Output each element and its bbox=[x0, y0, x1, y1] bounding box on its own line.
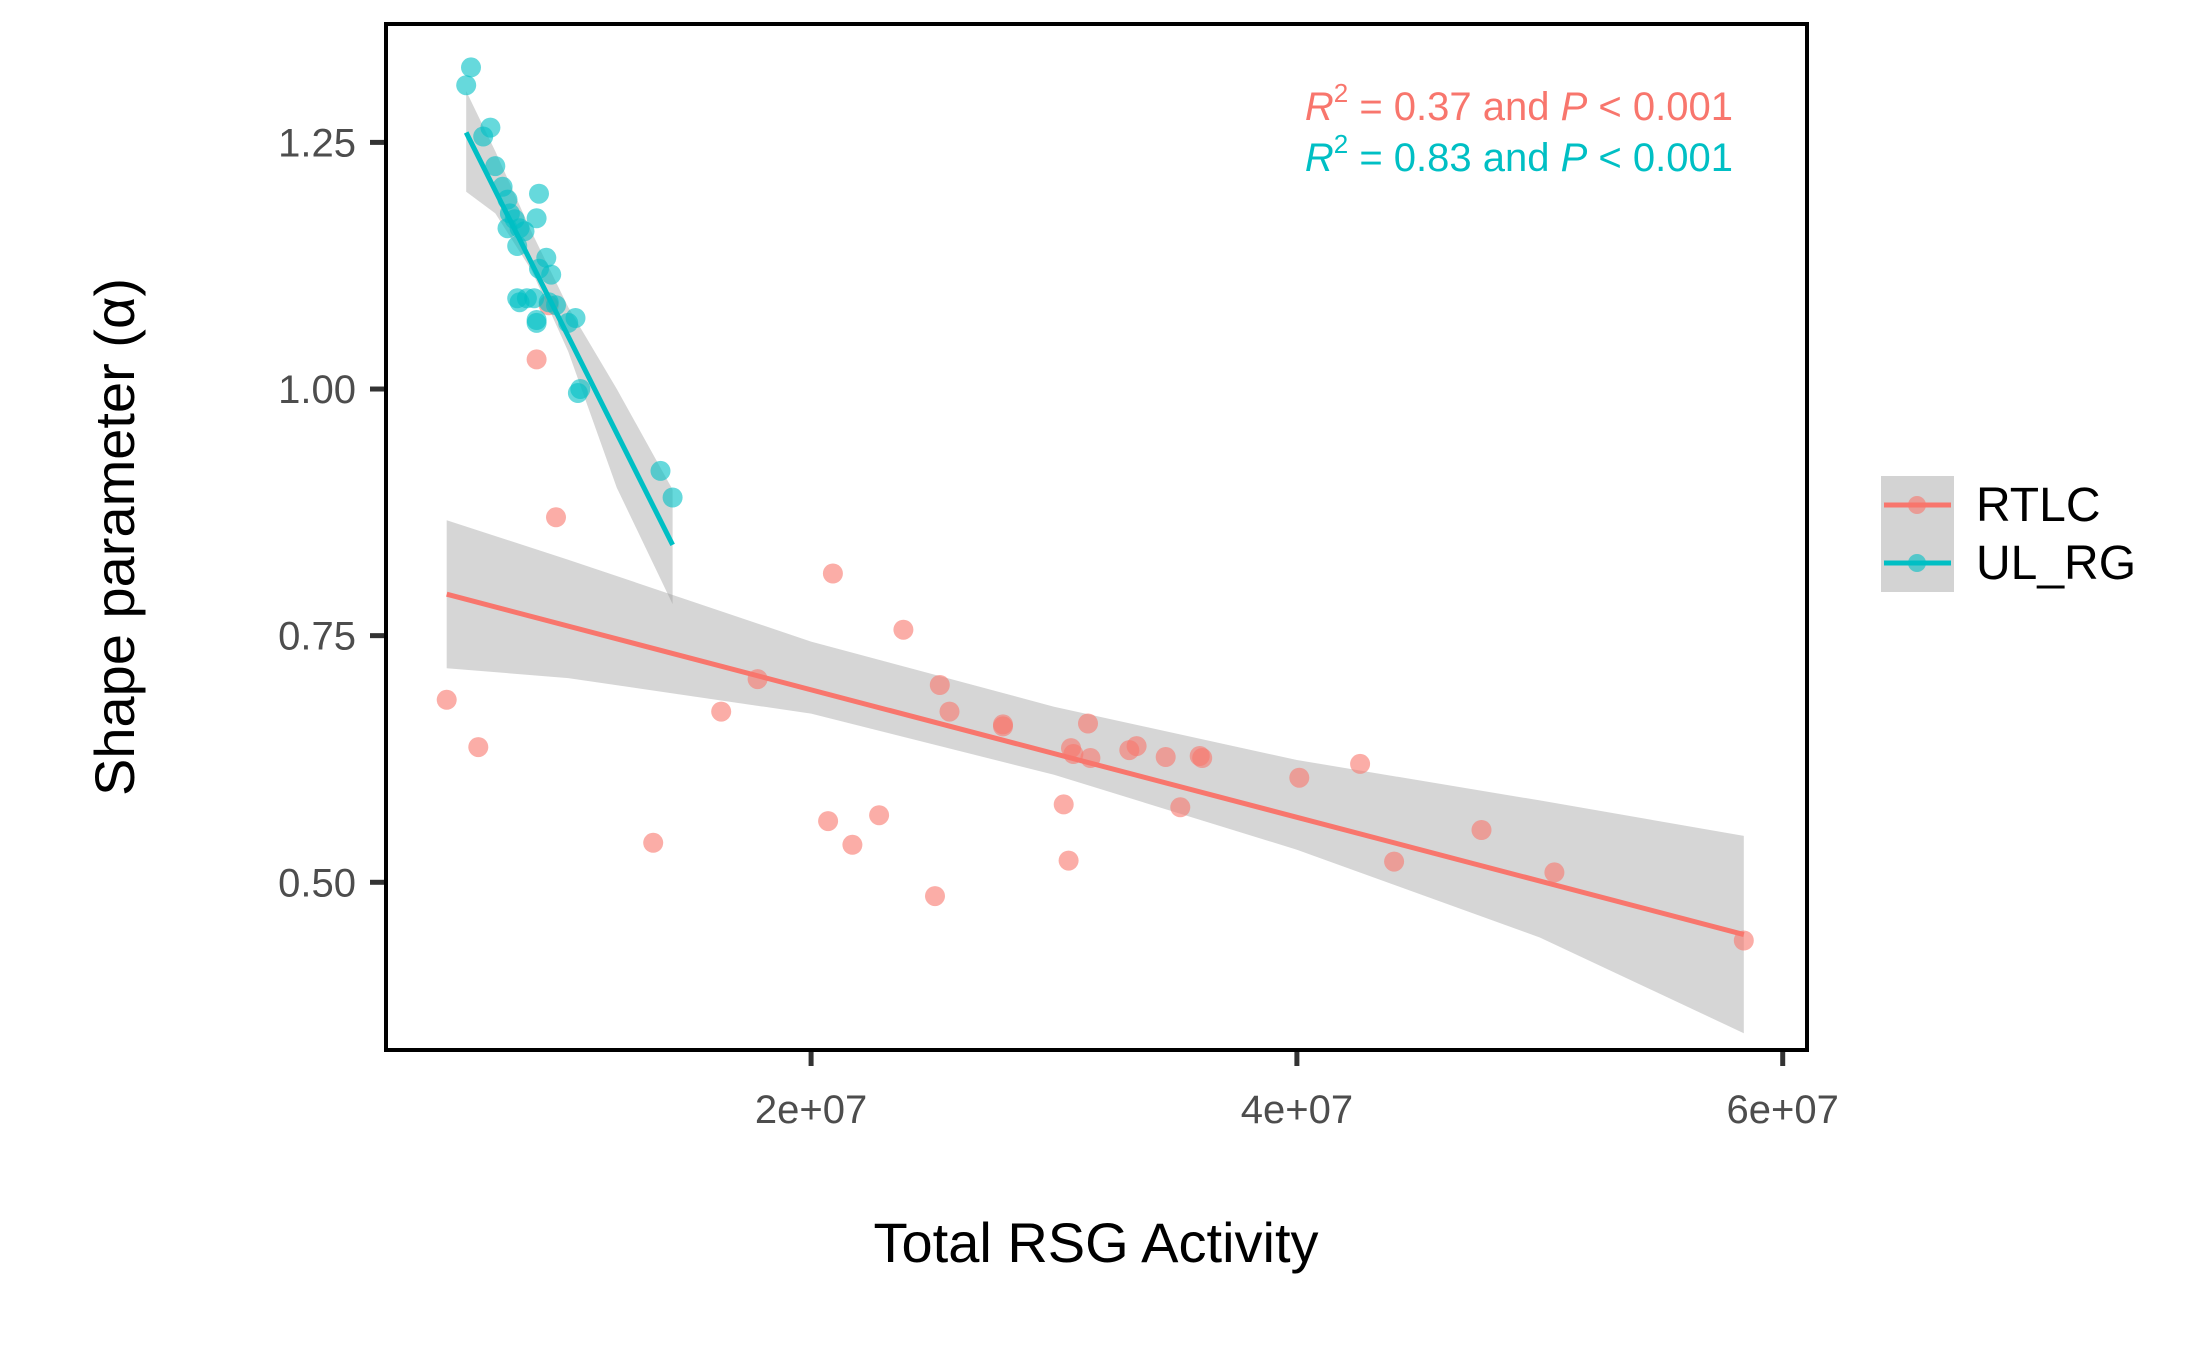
data-point-ul-rg bbox=[565, 308, 586, 328]
y-tick-label: 1.00 bbox=[278, 368, 356, 412]
p-symbol: P bbox=[1561, 85, 1588, 129]
x-tick-label: 6e+07 bbox=[1727, 1088, 1839, 1132]
data-point-rtlc bbox=[711, 701, 732, 722]
data-point-rtlc bbox=[939, 701, 960, 722]
data-point-rtlc bbox=[1471, 820, 1492, 840]
legend-key-point-ul-rg bbox=[1908, 554, 1926, 572]
legend-key-point-rtlc bbox=[1908, 496, 1926, 514]
r-exponent: 2 bbox=[1334, 129, 1348, 159]
data-point-ul-rg bbox=[662, 487, 683, 508]
stat-mid: = 0.83 and bbox=[1348, 136, 1560, 180]
data-point-rtlc bbox=[842, 834, 863, 855]
data-point-rtlc bbox=[1155, 747, 1176, 767]
data-point-rtlc bbox=[869, 805, 890, 826]
data-point-ul-rg bbox=[650, 460, 671, 481]
data-point-rtlc bbox=[925, 886, 945, 907]
data-point-rtlc bbox=[822, 563, 843, 584]
y-axis-title: Shape parameter (α) bbox=[83, 278, 146, 796]
data-point-ul-rg bbox=[526, 312, 547, 333]
data-point-ul-rg bbox=[529, 183, 549, 204]
data-point-rtlc bbox=[1192, 748, 1213, 768]
data-point-rtlc bbox=[526, 349, 547, 370]
data-point-rtlc bbox=[818, 811, 839, 832]
fit-line-rtlc bbox=[446, 591, 1745, 937]
y-axis: 0.50 0.75 1.00 1.25 bbox=[278, 121, 384, 905]
data-point-ul-rg bbox=[456, 75, 477, 96]
stat-annotations: R2 = 0.37 and P < 0.001 R2 = 0.83 and P … bbox=[1305, 78, 1733, 180]
x-axis-title: Total RSG Activity bbox=[873, 1211, 1318, 1274]
confidence-bands bbox=[446, 91, 1744, 1034]
data-point-rtlc bbox=[993, 716, 1013, 737]
data-point-ul-rg bbox=[570, 379, 591, 399]
y-tick-label: 0.75 bbox=[278, 615, 356, 659]
data-point-ul-rg bbox=[526, 208, 547, 229]
x-axis: 2e+07 4e+07 6e+07 bbox=[755, 1052, 1839, 1132]
data-point-rtlc bbox=[1350, 753, 1371, 774]
data-point-ul-rg bbox=[485, 156, 506, 177]
data-point-rtlc bbox=[643, 832, 664, 853]
stat-tail: < 0.001 bbox=[1587, 85, 1733, 129]
data-point-ul-rg bbox=[461, 57, 481, 78]
x-tick-label: 2e+07 bbox=[755, 1088, 867, 1132]
data-point-rtlc bbox=[1078, 713, 1098, 734]
r-exponent: 2 bbox=[1334, 78, 1348, 108]
data-point-rtlc bbox=[1170, 797, 1191, 818]
legend-label-rtlc: RTLC bbox=[1976, 479, 2100, 532]
data-point-rtlc bbox=[929, 675, 950, 695]
data-point-rtlc bbox=[468, 737, 489, 758]
y-tick-label: 1.25 bbox=[278, 121, 356, 165]
data-point-rtlc bbox=[893, 619, 914, 640]
legend-label-ul-rg: UL_RG bbox=[1976, 537, 2136, 590]
data-point-rtlc bbox=[1058, 850, 1079, 871]
data-point-rtlc bbox=[1289, 767, 1310, 788]
data-point-ul-rg bbox=[480, 117, 501, 138]
data-point-rtlc bbox=[1544, 862, 1565, 883]
stat-mid: = 0.37 and bbox=[1348, 85, 1560, 129]
x-tick-label: 4e+07 bbox=[1241, 1088, 1353, 1132]
data-point-rtlc bbox=[1126, 736, 1147, 757]
data-point-rtlc bbox=[546, 507, 566, 528]
data-point-rtlc bbox=[1053, 794, 1074, 815]
fit-line-ul-rg bbox=[463, 131, 675, 547]
data-point-rtlc bbox=[436, 689, 457, 710]
y-tick-label: 0.50 bbox=[278, 861, 356, 905]
r-symbol: R bbox=[1305, 136, 1334, 180]
fit-lines bbox=[446, 131, 1745, 937]
stat-annotation-ul-rg: R2 = 0.83 and P < 0.001 bbox=[1305, 129, 1733, 180]
data-point-ul-rg bbox=[541, 264, 562, 285]
plot-panel-border bbox=[384, 22, 1809, 1052]
data-point-rtlc bbox=[1384, 851, 1405, 872]
data-point-ul-rg bbox=[536, 247, 557, 268]
stat-tail: < 0.001 bbox=[1587, 136, 1733, 180]
p-symbol: P bbox=[1561, 136, 1588, 180]
stat-annotation-rtlc: R2 = 0.37 and P < 0.001 bbox=[1305, 78, 1733, 129]
r-symbol: R bbox=[1305, 85, 1334, 129]
ci-band-rtlc bbox=[446, 520, 1744, 1034]
legend: RTLC UL_RG bbox=[1881, 476, 2136, 592]
